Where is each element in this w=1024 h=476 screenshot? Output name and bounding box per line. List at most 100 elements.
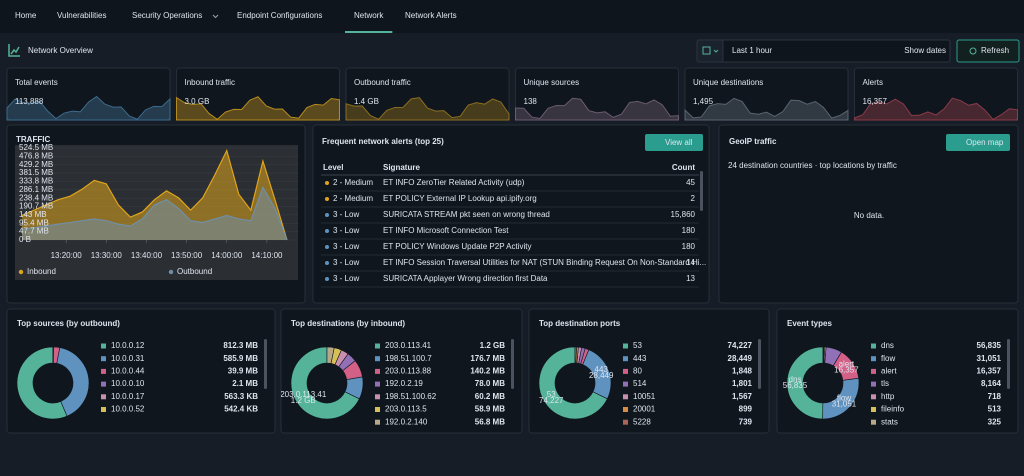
time-range: Last 1 hour bbox=[732, 46, 772, 55]
legend-name: 20001 bbox=[633, 405, 656, 414]
legend-swatch bbox=[623, 381, 628, 387]
stat-card: Unique destinations 1,495 bbox=[684, 67, 849, 121]
y-tick-label: 47.7 MB bbox=[19, 227, 49, 236]
level: 2 - Medium bbox=[333, 178, 373, 187]
panel-title: GeoIP traffic bbox=[729, 137, 777, 146]
level-dot bbox=[325, 181, 329, 185]
column-header: Signature bbox=[383, 163, 420, 172]
slice-name: dns bbox=[789, 375, 802, 384]
active-underline bbox=[345, 31, 393, 33]
legend-swatch bbox=[871, 419, 876, 425]
stat-value: 1.4 GB bbox=[354, 97, 379, 106]
signature: ET POLICY Windows Update P2P Activity bbox=[383, 242, 532, 251]
panel-title: TRAFFIC bbox=[16, 135, 50, 144]
slice-name: 203.0.113.41 bbox=[280, 390, 327, 399]
legend-swatch bbox=[101, 381, 106, 387]
refresh-label[interactable]: Refresh bbox=[981, 46, 1009, 55]
legend-value: 718 bbox=[988, 392, 1002, 401]
slice bbox=[538, 346, 608, 420]
slice-name: alert bbox=[839, 360, 855, 369]
legend-swatch bbox=[871, 394, 876, 400]
stat-label: Unique sources bbox=[524, 78, 580, 87]
legend-swatch bbox=[101, 368, 106, 374]
sparkline bbox=[684, 97, 849, 121]
legend-name: 203.0.113.88 bbox=[385, 367, 432, 376]
legend-swatch bbox=[375, 381, 380, 387]
nav-bar bbox=[0, 0, 1024, 33]
count: 180 bbox=[682, 242, 696, 251]
level: 3 - Low bbox=[333, 210, 359, 219]
stat-card: Alerts 16,357 bbox=[854, 67, 1018, 121]
open-map-button[interactable] bbox=[946, 134, 1010, 151]
panel-title: Top sources (by outbound) bbox=[17, 319, 120, 328]
legend-name: 10051 bbox=[633, 392, 656, 401]
nav-item[interactable]: Network Alerts bbox=[405, 11, 457, 20]
sparkline bbox=[854, 97, 1018, 121]
legend-swatch bbox=[101, 407, 106, 412]
geoip-panel: GeoIP traffic Open map 24 destination coun… bbox=[718, 124, 1019, 304]
count: 45 bbox=[686, 178, 695, 187]
legend-name: 203.0.113.5 bbox=[385, 405, 427, 414]
legend-name: http bbox=[881, 392, 895, 401]
level-dot bbox=[325, 213, 329, 217]
legend-swatch bbox=[375, 394, 380, 400]
legend-swatch bbox=[623, 368, 628, 374]
legend-swatch bbox=[375, 419, 380, 425]
legend-swatch bbox=[375, 407, 380, 412]
legend-name: 5228 bbox=[633, 417, 651, 426]
slice bbox=[56, 347, 90, 417]
legend-name: 514 bbox=[633, 379, 647, 388]
legend-value: 2.1 MB bbox=[232, 379, 258, 388]
slice-name: 443 bbox=[595, 365, 609, 374]
legend-name: 192.0.2.140 bbox=[385, 417, 428, 426]
count: 13 bbox=[686, 274, 695, 283]
refresh-button[interactable] bbox=[956, 39, 1020, 63]
legend-swatch bbox=[375, 368, 380, 374]
count: 180 bbox=[682, 226, 696, 235]
panel-title: Event types bbox=[787, 319, 832, 328]
legend-name: 192.0.2.19 bbox=[385, 379, 423, 388]
legend-name: 198.51.100.62 bbox=[385, 392, 437, 401]
signature: ET POLICY External IP Lookup api.ipify.o… bbox=[383, 194, 537, 203]
legend-swatch bbox=[623, 419, 628, 425]
legend-swatch bbox=[375, 343, 380, 349]
slice-value: 56,835 bbox=[783, 381, 808, 390]
sparkline bbox=[345, 97, 510, 121]
sparkline bbox=[515, 97, 679, 121]
slice-value: 31,051 bbox=[832, 400, 857, 409]
legend-value: 56,835 bbox=[977, 341, 1002, 350]
level: 2 - Medium bbox=[333, 194, 373, 203]
legend-name: alert bbox=[881, 367, 897, 376]
legend-swatch bbox=[623, 407, 628, 412]
level-dot bbox=[325, 197, 329, 201]
legend-swatch bbox=[871, 407, 876, 412]
legend-name: 10.0.0.31 bbox=[111, 354, 145, 363]
nav-item[interactable]: Home bbox=[15, 11, 37, 20]
nav-item[interactable]: Security Operations bbox=[132, 11, 202, 20]
legend-value: 1.2 GB bbox=[480, 341, 506, 350]
show-dates[interactable]: Show dates bbox=[904, 46, 946, 55]
legend-swatch bbox=[101, 356, 106, 362]
signature: ET INFO Microsoft Connection Test bbox=[383, 226, 509, 235]
count: 14 bbox=[686, 258, 695, 267]
legend-swatch bbox=[871, 343, 876, 349]
line bbox=[21, 148, 288, 241]
legend-value: 31,051 bbox=[977, 354, 1002, 363]
legend-name: 10.0.0.10 bbox=[111, 379, 145, 388]
calendar-icon bbox=[702, 46, 711, 55]
stat-value: 113,888 bbox=[15, 97, 44, 106]
y-tick-label: 0 B bbox=[19, 235, 31, 244]
x-tick-label: 13:30:00 bbox=[91, 251, 123, 260]
legend-name: 443 bbox=[633, 354, 647, 363]
view-all-button[interactable] bbox=[645, 134, 703, 151]
nav-item[interactable]: Vulnerabilities bbox=[57, 11, 107, 20]
level-dot bbox=[325, 245, 329, 249]
stat-label: Unique destinations bbox=[693, 78, 763, 87]
count: 2 bbox=[691, 194, 696, 203]
legend-dot bbox=[168, 269, 174, 275]
nav-item[interactable]: Endpoint Configurations bbox=[237, 11, 322, 20]
nav-item[interactable]: Network bbox=[354, 11, 384, 20]
legend-name: flow bbox=[881, 354, 895, 363]
